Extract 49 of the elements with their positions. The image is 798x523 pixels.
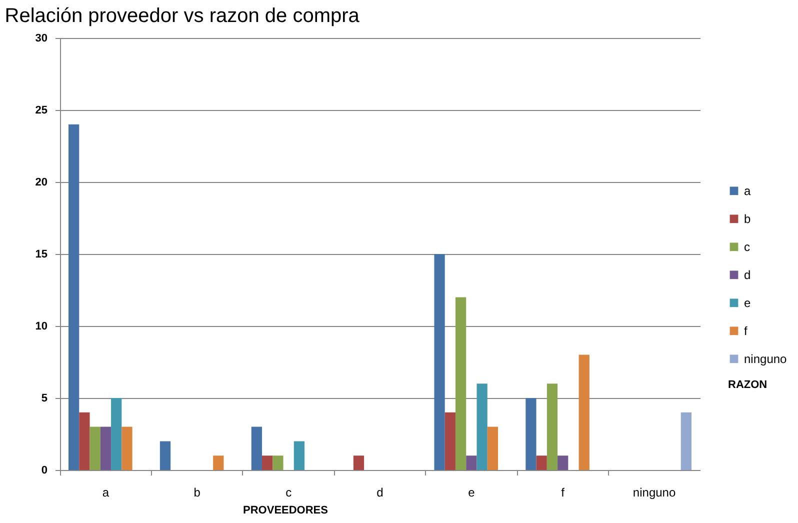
bar xyxy=(444,412,456,470)
bar xyxy=(558,456,568,470)
legend-label: f xyxy=(744,324,748,338)
bar xyxy=(213,456,224,470)
x-tick-label: d xyxy=(376,486,384,500)
bar xyxy=(160,441,171,470)
chart-title: Relación proveedor vs razon de compra xyxy=(4,5,360,27)
legend-label: e xyxy=(744,296,751,310)
y-tick-label: 25 xyxy=(35,104,48,116)
bar xyxy=(466,456,477,470)
bar xyxy=(476,384,488,470)
bar xyxy=(455,297,466,470)
legend-label: b xyxy=(744,212,751,226)
bar xyxy=(434,254,445,470)
bar xyxy=(536,456,547,470)
legend-title: RAZON xyxy=(728,378,768,391)
bar xyxy=(90,426,100,470)
bar xyxy=(79,412,90,470)
bar xyxy=(100,426,112,470)
x-tick-label: c xyxy=(286,486,292,500)
y-tick-label: 5 xyxy=(41,392,48,404)
bar xyxy=(526,398,536,470)
legend-label: c xyxy=(744,240,750,254)
legend-label: d xyxy=(744,268,751,282)
bar xyxy=(262,456,273,470)
bar xyxy=(251,426,262,470)
x-tick-label: b xyxy=(194,486,201,500)
x-tick-label: e xyxy=(468,486,476,500)
bar xyxy=(68,124,80,470)
bar xyxy=(353,456,364,470)
bar xyxy=(111,398,122,470)
y-tick-label: 30 xyxy=(35,32,48,44)
bar xyxy=(294,441,305,470)
y-tick-label: 0 xyxy=(41,464,48,476)
bar xyxy=(578,354,590,470)
bar xyxy=(122,426,132,470)
x-axis-title: PROVEEDORES xyxy=(243,504,328,516)
y-tick-label: 10 xyxy=(35,320,48,332)
legend-label: ninguno xyxy=(744,352,788,366)
x-tick-label: a xyxy=(102,486,110,500)
x-tick-label: ninguno xyxy=(632,486,676,500)
y-tick-label: 15 xyxy=(35,248,48,260)
bar xyxy=(680,412,692,470)
bar xyxy=(546,384,558,470)
x-tick-label: f xyxy=(561,486,566,500)
y-tick-label: 20 xyxy=(35,176,48,188)
bar xyxy=(272,456,284,470)
bar xyxy=(487,426,498,470)
legend-label: a xyxy=(744,184,751,198)
